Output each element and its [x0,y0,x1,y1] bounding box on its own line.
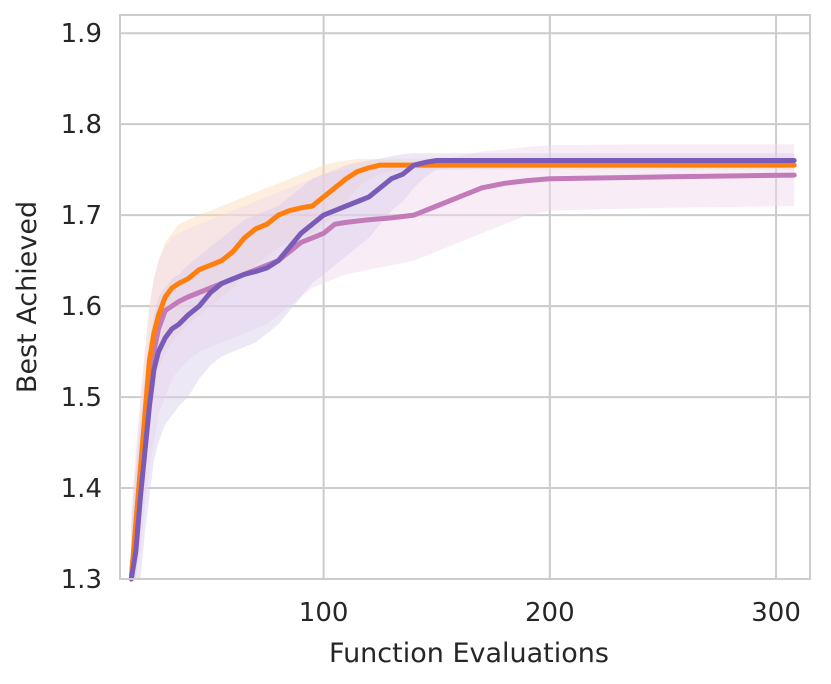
band-purple [131,153,795,580]
x-tick-label: 100 [299,598,349,628]
y-axis-label: Best Achieved [12,201,43,393]
y-tick-label: 1.3 [61,565,102,595]
line-orange [128,162,797,582]
y-tick-label: 1.5 [61,383,102,413]
confidence-bands [131,144,795,580]
x-tick-label: 200 [525,598,575,628]
y-tick-label: 1.9 [61,19,102,49]
series-lines [128,158,797,582]
y-tick-label: 1.8 [61,110,102,140]
plot-frame [119,14,811,580]
x-axis-label: Function Evaluations [329,638,609,669]
y-tick-label: 1.7 [61,201,102,231]
line-purple [128,158,797,582]
band-pink [131,144,795,579]
y-tick-label: 1.4 [61,474,102,504]
x-tick-label: 300 [751,598,801,628]
tick-labels: 100 200 300 1.3 1.4 1.5 1.6 1.7 1.8 1.9 [61,19,801,628]
y-tick-label: 1.6 [61,292,102,322]
